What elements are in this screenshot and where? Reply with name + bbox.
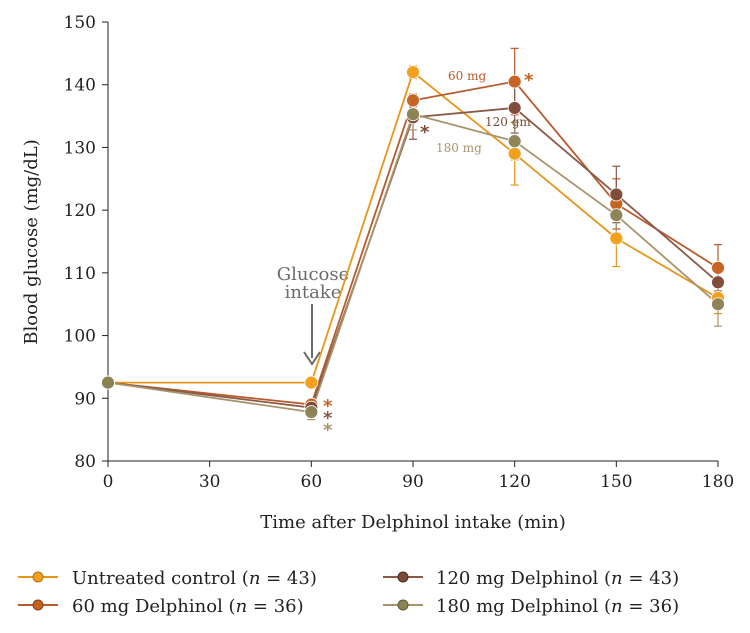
x-ticks: 0 30 60 90 120 150 180 [103, 461, 734, 492]
x-tick-label: 120 [498, 472, 530, 492]
series-markers-3 [101, 107, 725, 419]
data-point [406, 93, 420, 108]
data-point [609, 231, 624, 246]
x-tick-label: 60 [301, 472, 323, 492]
series-line [107, 113, 719, 414]
x-tick-label: 150 [600, 472, 632, 492]
data-point [304, 405, 319, 419]
legend-item-120mg: 120 mg Delphinol (n = 43) [383, 568, 679, 589]
significance-star-60mg-120: * [524, 70, 534, 91]
glucose-intake-annotation: Glucose intake [277, 264, 350, 366]
x-tick-label: 180 [702, 472, 734, 492]
significance-star-120mg-60: * [323, 408, 333, 429]
data-point [507, 101, 522, 115]
series-line [107, 80, 719, 406]
data-point [609, 187, 624, 202]
label-120gm: 120 gm [485, 115, 531, 129]
legend-marker-60mg [32, 599, 44, 611]
series-line [107, 106, 719, 409]
series-annotations: 60 mg 120 gm 180 mg * * * * * [323, 69, 534, 441]
legend-label-180mg: 180 mg Delphinol (n = 36) [436, 596, 679, 617]
y-ticks: 80 90 100 110 120 130 140 150 [64, 13, 108, 472]
data-point [406, 107, 420, 122]
legend-label-120mg: 120 mg Delphinol (n = 43) [436, 568, 679, 589]
legend: Untreated control (n = 43) 60 mg Delphin… [18, 568, 679, 617]
data-point [609, 208, 624, 223]
legend-label-60mg: 60 mg Delphinol (n = 36) [72, 596, 304, 617]
series-3 [104, 97, 722, 421]
series-2 [104, 82, 722, 414]
legend-marker-120mg [397, 571, 409, 583]
data-point [711, 275, 725, 290]
y-tick-label: 90 [74, 389, 96, 409]
y-tick-label: 100 [64, 327, 96, 347]
legend-item-60mg: 60 mg Delphinol (n = 36) [18, 596, 304, 617]
x-axis-title: Time after Delphinol intake (min) [260, 512, 566, 533]
y-axis-title: Blood glucose (mg/dL) [21, 139, 42, 344]
glucose-intake-label-line2: intake [285, 282, 342, 303]
label-60mg: 60 mg [448, 69, 486, 83]
data-point [711, 297, 725, 312]
data-point [507, 146, 522, 161]
significance-star-120mg-90: * [420, 122, 430, 143]
significance-star-60mg-60: * [323, 396, 333, 417]
y-tick-label: 80 [74, 452, 96, 472]
data-point [101, 375, 115, 390]
y-tick-label: 110 [64, 264, 96, 284]
x-tick-label: 30 [199, 472, 221, 492]
series-markers-2 [101, 101, 725, 415]
legend-marker-untreated [32, 571, 44, 583]
data-point [406, 65, 420, 80]
y-tick-label: 150 [64, 13, 96, 33]
legend-item-untreated: Untreated control (n = 43) [18, 568, 317, 589]
label-180mg: 180 mg [436, 141, 482, 155]
series-layer [101, 47, 725, 421]
data-point [304, 375, 319, 390]
x-tick-label: 0 [103, 472, 114, 492]
legend-marker-180mg [397, 599, 409, 611]
data-point [507, 134, 522, 149]
legend-item-180mg: 180 mg Delphinol (n = 36) [383, 596, 679, 617]
data-point [507, 74, 522, 89]
y-tick-label: 130 [64, 138, 96, 158]
glucose-intake-arrow-head [303, 351, 321, 366]
significance-star-180mg-60: * [323, 420, 333, 441]
x-tick-label: 90 [402, 472, 424, 492]
legend-label-untreated: Untreated control (n = 43) [72, 568, 317, 589]
data-point [711, 260, 725, 275]
y-tick-label: 120 [64, 201, 96, 221]
glucose-intake-label-line1: Glucose [277, 264, 350, 285]
y-tick-label: 140 [64, 76, 96, 96]
